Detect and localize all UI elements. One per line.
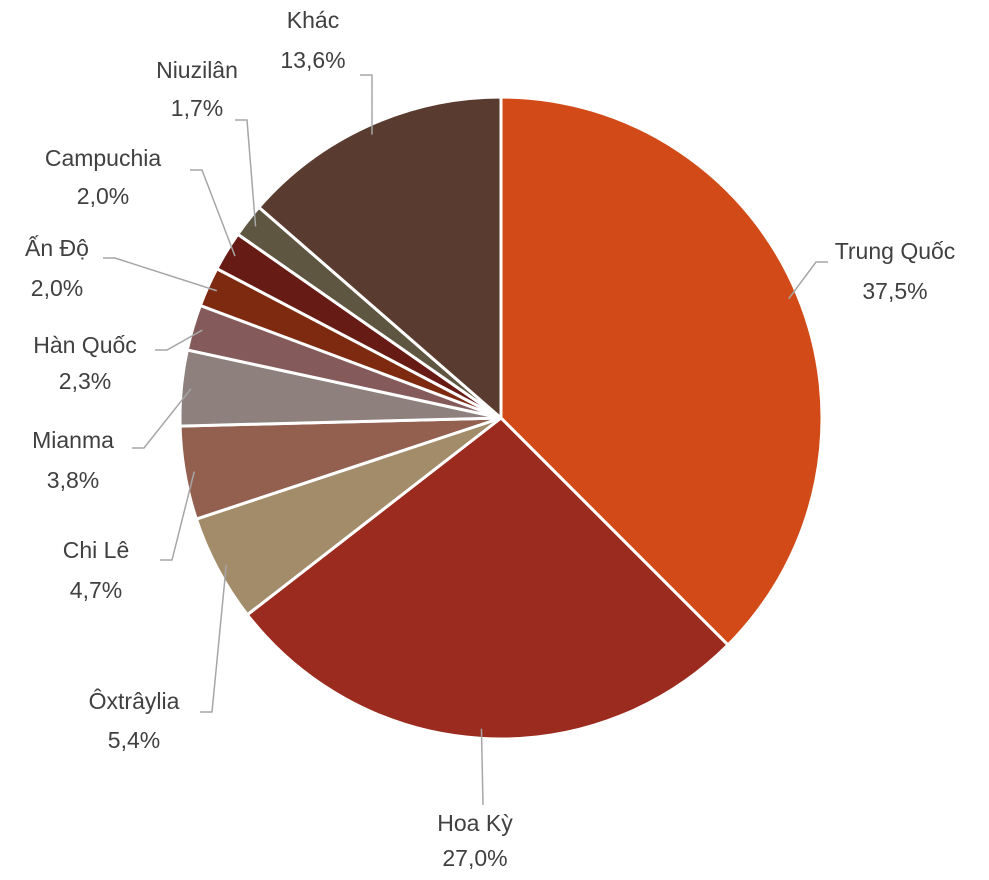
- pie-slice: [256, 95, 503, 422]
- slice-name: Chi Lê: [63, 537, 129, 563]
- slice-name: Mianma: [32, 427, 114, 453]
- pie-slice: [245, 416, 731, 741]
- slice-value: 37,5%: [862, 278, 927, 304]
- slice-name: Hàn Quốc: [33, 332, 137, 358]
- slice-name: Niuzilân: [156, 57, 238, 83]
- pie-slice: [499, 95, 824, 648]
- slice-value: 2,0%: [77, 183, 129, 209]
- slice-name: Trung Quốc: [835, 238, 956, 264]
- slice-name: Ấn Độ: [25, 234, 89, 261]
- slice-name: Ôxtrâylia: [89, 687, 180, 714]
- leader-line: [200, 564, 228, 713]
- slice-value: 2,3%: [59, 368, 111, 394]
- leader-line: [190, 169, 236, 257]
- slice-name: Khác: [287, 7, 339, 33]
- slice-value: 13,6%: [280, 47, 345, 73]
- slice-value: 3,8%: [47, 467, 99, 493]
- leader-line: [160, 471, 195, 561]
- slice-value: 27,0%: [442, 845, 507, 871]
- leader-line: [155, 329, 203, 351]
- slice-value: 5,4%: [108, 727, 160, 753]
- leader-line: [132, 388, 192, 449]
- leader-line: [480, 728, 484, 806]
- slice-name: Hoa Kỳ: [437, 810, 513, 836]
- leader-line: [103, 257, 218, 292]
- slice-value: 4,7%: [70, 577, 122, 603]
- slice-name: Campuchia: [45, 145, 162, 171]
- slice-value: 2,0%: [31, 275, 83, 301]
- leader-line: [235, 119, 257, 227]
- slice-value: 1,7%: [171, 95, 223, 121]
- leader-line: [788, 261, 828, 300]
- leader-line: [360, 74, 373, 135]
